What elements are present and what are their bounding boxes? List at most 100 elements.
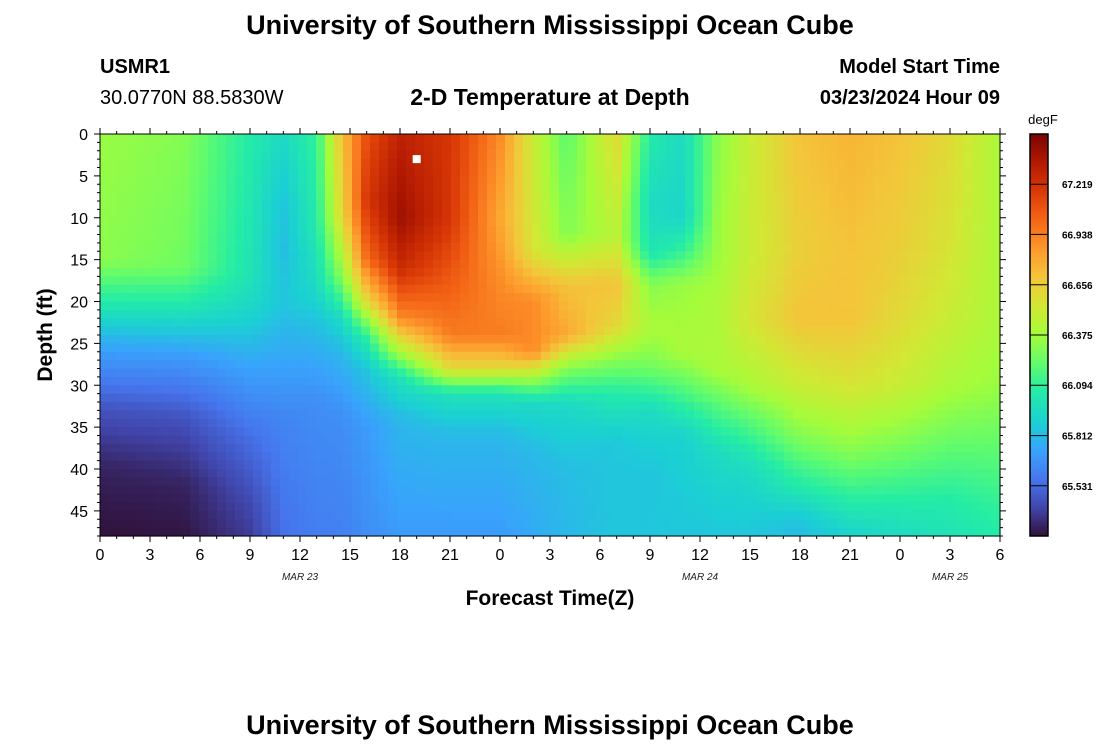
heatmap-cell xyxy=(649,318,659,328)
heatmap-cell xyxy=(208,142,218,152)
heatmap-cell xyxy=(829,427,839,437)
heatmap-cell xyxy=(361,251,371,261)
heatmap-cell xyxy=(802,293,812,303)
heatmap-cell xyxy=(766,452,776,462)
heatmap-cell xyxy=(514,326,524,336)
x-axis-ticks: 0 3 6 9 12 15 18 21 0 3 6 9 12 15 18 21 0 3 6 xyxy=(96,128,1005,564)
heatmap-cell xyxy=(487,443,497,453)
heatmap-cell xyxy=(964,510,974,520)
heatmap-cell xyxy=(442,150,452,160)
heatmap-cell xyxy=(505,276,515,286)
heatmap-cell xyxy=(541,477,551,487)
heatmap-cell xyxy=(631,184,641,194)
heatmap-cell xyxy=(586,209,596,219)
heatmap-cell xyxy=(550,150,560,160)
heatmap-cell xyxy=(613,469,623,478)
heatmap-cell xyxy=(523,519,533,529)
heatmap-cell xyxy=(154,209,164,219)
heatmap-cell xyxy=(766,368,776,378)
heatmap-cell xyxy=(946,242,956,252)
heatmap-cell xyxy=(226,217,236,227)
heatmap-cell xyxy=(919,510,929,520)
heatmap-cell xyxy=(244,519,254,529)
heatmap-cell xyxy=(325,159,335,169)
heatmap-cell xyxy=(163,510,173,520)
heatmap-cell xyxy=(541,150,551,160)
heatmap-cell xyxy=(109,326,119,336)
heatmap-cell xyxy=(919,159,929,169)
heatmap-cell xyxy=(163,435,173,445)
heatmap-cell xyxy=(226,343,236,353)
heatmap-cell xyxy=(289,301,299,311)
heatmap-cell xyxy=(784,435,794,445)
heatmap-cell xyxy=(775,226,785,236)
heatmap-cell xyxy=(982,209,992,219)
heatmap-cell xyxy=(613,175,623,185)
heatmap-cell xyxy=(361,360,371,370)
heatmap-cell xyxy=(478,343,488,353)
heatmap-cell xyxy=(532,351,542,361)
heatmap-cell xyxy=(451,301,461,311)
heatmap-cell xyxy=(379,293,389,303)
heatmap-cell xyxy=(271,201,281,210)
heatmap-cell xyxy=(757,142,767,152)
heatmap-cell xyxy=(451,368,461,378)
heatmap-cell xyxy=(136,452,146,462)
heatmap-cell xyxy=(127,427,137,437)
heatmap-cell xyxy=(937,301,947,311)
heatmap-cell xyxy=(973,192,983,202)
heatmap-cell xyxy=(550,393,560,403)
heatmap-cell xyxy=(667,519,677,529)
heatmap-cell xyxy=(892,226,902,236)
heatmap-cell xyxy=(568,385,578,395)
heatmap-cell xyxy=(415,226,425,236)
heatmap-cell xyxy=(730,460,740,470)
heatmap-cell xyxy=(388,234,398,244)
heatmap-cell xyxy=(757,175,767,185)
heatmap-cell xyxy=(541,452,551,462)
heatmap-cell xyxy=(514,293,524,303)
heatmap-cell xyxy=(226,201,236,210)
heatmap-cell xyxy=(829,150,839,160)
heatmap-cell xyxy=(451,477,461,487)
heatmap-cell xyxy=(757,485,767,495)
heatmap-cell xyxy=(946,519,956,529)
heatmap-cell xyxy=(856,335,866,344)
heatmap-cell xyxy=(262,502,272,512)
heatmap-cell xyxy=(235,167,245,177)
heatmap-cell xyxy=(604,201,614,210)
heatmap-cell xyxy=(280,469,290,478)
heatmap-cell xyxy=(604,268,614,277)
heatmap-cell xyxy=(469,326,479,336)
heatmap-cell xyxy=(730,335,740,344)
heatmap-cell xyxy=(217,519,227,529)
heatmap-cell xyxy=(109,175,119,185)
heatmap-cell xyxy=(361,435,371,445)
heatmap-cell xyxy=(361,477,371,487)
heatmap-cell xyxy=(118,477,128,487)
heatmap-cell xyxy=(289,226,299,236)
heatmap-cell xyxy=(829,452,839,462)
heatmap-cell xyxy=(856,234,866,244)
heatmap-cell xyxy=(955,435,965,445)
heatmap-cell xyxy=(523,301,533,311)
heatmap-cell xyxy=(271,309,281,319)
heatmap-cell xyxy=(316,485,326,495)
heatmap-cell xyxy=(883,150,893,160)
heatmap-cell xyxy=(370,159,380,169)
heatmap-cell xyxy=(577,469,587,478)
heatmap-cell xyxy=(469,251,479,261)
heatmap-cell xyxy=(613,217,623,227)
heatmap-cell xyxy=(127,134,137,143)
heatmap-cell xyxy=(523,184,533,194)
heatmap-cell xyxy=(874,460,884,470)
heatmap-cell xyxy=(523,234,533,244)
heatmap-cell xyxy=(748,494,758,504)
heatmap-cell xyxy=(946,376,956,386)
heatmap-cell xyxy=(946,251,956,261)
heatmap-cell xyxy=(487,142,497,152)
heatmap-cell xyxy=(649,150,659,160)
heatmap-cell xyxy=(613,376,623,386)
heatmap-cell xyxy=(316,201,326,210)
heatmap-cell xyxy=(919,418,929,428)
